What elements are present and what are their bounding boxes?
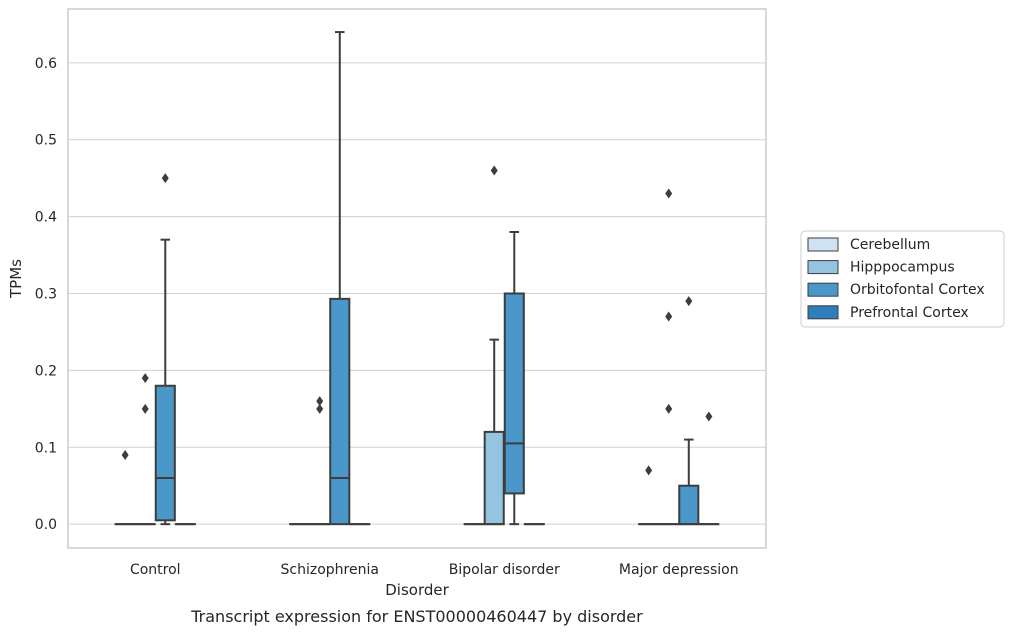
outlier-point <box>645 465 653 476</box>
outlier-point <box>665 403 673 414</box>
outlier-point <box>705 411 713 422</box>
box-3 <box>658 188 680 526</box>
legend-label: Cerebellum <box>850 237 930 253</box>
box-series <box>114 31 720 526</box>
outlier-point <box>121 449 129 460</box>
outlier-point <box>161 173 169 184</box>
y-axis-label: TPMs <box>7 259 25 299</box>
x-tick-label: Control <box>130 562 181 578</box>
outlier-point <box>141 403 149 414</box>
box-1 <box>309 396 331 526</box>
gridlines <box>68 62 766 525</box>
x-tick-label: Bipolar disorder <box>449 562 560 578</box>
outlier-point <box>685 296 693 307</box>
y-tick-label: 0.0 <box>35 517 57 533</box>
box-2 <box>503 230 525 526</box>
outlier-point <box>316 403 324 414</box>
x-axis-label: Disorder <box>385 581 449 599</box>
legend: Cerebellum Hipppocampus Orbitofontal Corte… <box>800 230 1005 328</box>
outlier-point <box>665 188 673 199</box>
legend-swatch <box>807 260 839 275</box>
y-tick-label: 0.3 <box>35 286 57 302</box>
box-3 <box>698 411 720 526</box>
x-tick-label: Major depression <box>619 562 739 578</box>
legend-swatch <box>807 282 839 297</box>
legend-swatch <box>807 237 839 252</box>
series-prefrontal-cortex <box>174 411 720 526</box>
series-orbitofontal-cortex <box>154 31 700 526</box>
outlier-point <box>316 396 324 407</box>
outlier-point <box>665 311 673 322</box>
y-tick-label: 0.5 <box>35 133 57 149</box>
box-body <box>678 484 700 526</box>
box-0 <box>134 373 156 526</box>
legend-label: Orbitofontal Cortex <box>850 282 985 298</box>
box-3 <box>678 296 700 526</box>
box-1 <box>329 31 351 526</box>
box-2 <box>483 165 505 526</box>
y-tick-label: 0.1 <box>35 440 57 456</box>
x-tick-label: Schizophrenia <box>281 562 379 578</box>
series-hipppocampus <box>134 165 680 526</box>
y-tick-label: 0.6 <box>35 56 57 72</box>
box-body <box>503 292 525 495</box>
plot-frame <box>67 8 767 549</box>
y-tick-label: 0.4 <box>35 210 57 226</box>
box-0 <box>154 173 176 526</box>
box-3 <box>638 465 660 526</box>
box-body <box>154 384 176 522</box>
box-body <box>483 430 505 526</box>
legend-frame <box>800 230 1005 328</box>
chart-caption: Transcript expression for ENST0000046044… <box>190 607 643 626</box>
box-0 <box>114 449 136 526</box>
outlier-point <box>141 373 149 384</box>
box-body <box>329 297 351 526</box>
outlier-point <box>490 165 498 176</box>
y-tick-label: 0.2 <box>35 363 57 379</box>
legend-label: Hipppocampus <box>850 260 955 276</box>
series-cerebellum <box>114 449 660 526</box>
legend-swatch <box>807 305 839 320</box>
legend-label: Prefrontal Cortex <box>850 305 969 321</box>
x-axis-ticks: Control Schizophrenia Bipolar disorder Majo… <box>130 562 739 578</box>
y-axis-ticks: 0.0 0.1 0.2 0.3 0.4 0.5 0.6 <box>35 56 57 533</box>
